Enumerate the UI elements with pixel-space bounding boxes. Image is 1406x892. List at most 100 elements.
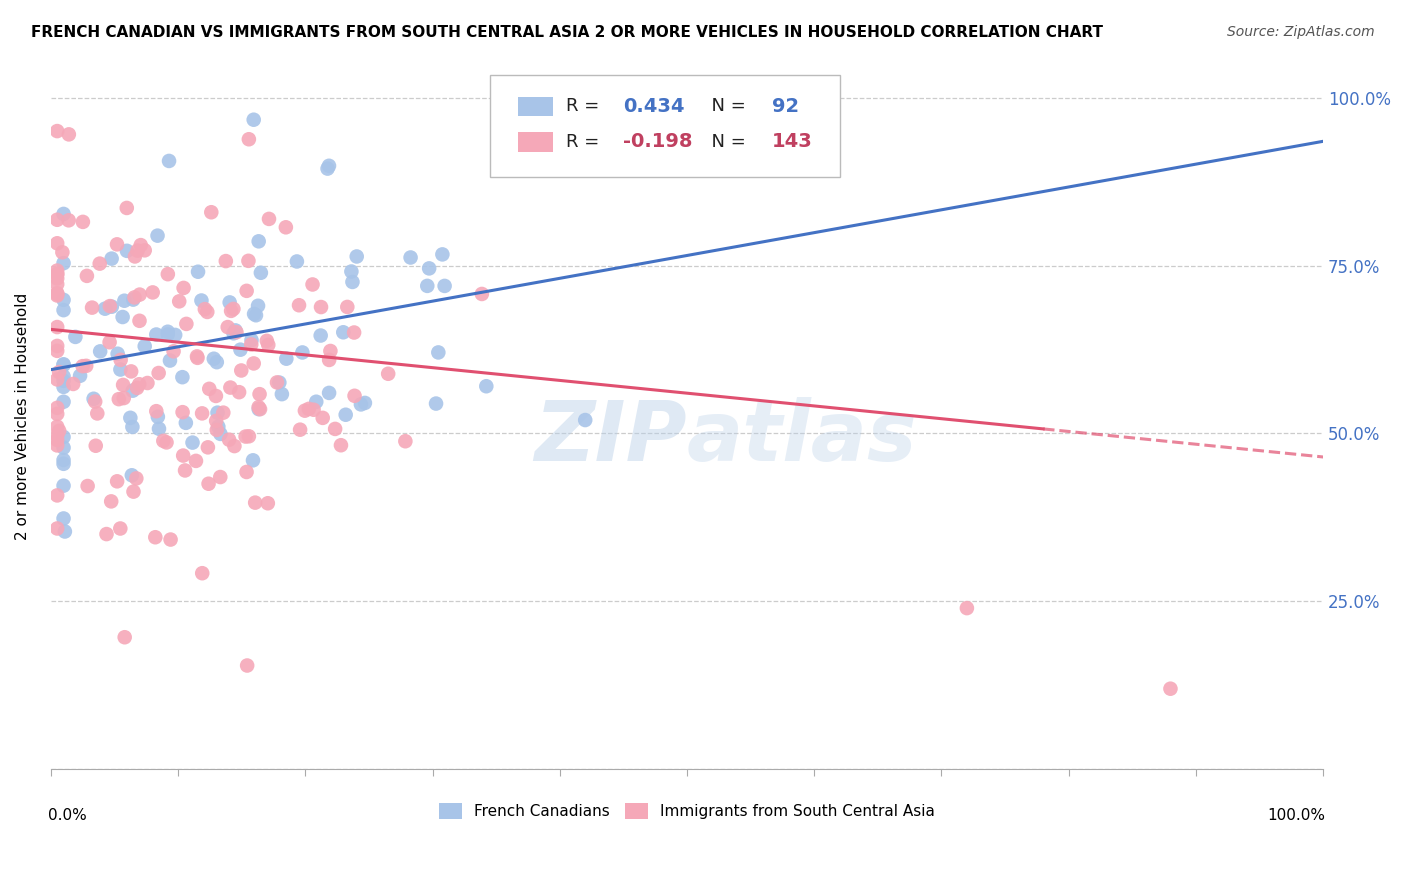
Text: FRENCH CANADIAN VS IMMIGRANTS FROM SOUTH CENTRAL ASIA 2 OR MORE VEHICLES IN HOUS: FRENCH CANADIAN VS IMMIGRANTS FROM SOUTH… xyxy=(31,25,1102,40)
Point xyxy=(222,326,245,341)
Point xyxy=(58,213,80,227)
Point xyxy=(197,476,219,491)
Point xyxy=(202,351,225,366)
Point xyxy=(205,414,228,428)
Point xyxy=(340,264,363,278)
Point xyxy=(111,310,134,324)
Point xyxy=(247,400,270,414)
Point xyxy=(294,403,316,417)
Point xyxy=(46,372,69,386)
Point xyxy=(146,409,169,424)
Point xyxy=(174,416,197,430)
Point xyxy=(125,471,148,485)
Point xyxy=(96,527,118,541)
Point xyxy=(148,366,170,380)
Point xyxy=(377,367,399,381)
Point xyxy=(249,402,271,417)
Point xyxy=(184,454,207,468)
Point xyxy=(72,359,94,373)
Point xyxy=(186,351,208,365)
Point xyxy=(76,268,98,283)
Point xyxy=(122,484,145,499)
Point xyxy=(52,293,75,307)
Point xyxy=(80,301,103,315)
Point xyxy=(235,465,257,479)
Point xyxy=(121,420,143,434)
Point xyxy=(48,365,70,379)
Point xyxy=(243,495,266,509)
Point xyxy=(46,407,69,421)
Point xyxy=(235,284,257,298)
Point xyxy=(399,251,422,265)
Point xyxy=(143,530,166,544)
Point xyxy=(336,300,359,314)
Point xyxy=(156,267,179,281)
Point xyxy=(343,389,366,403)
Point xyxy=(186,350,208,364)
Point xyxy=(172,449,194,463)
Point xyxy=(52,358,75,372)
Point xyxy=(231,363,253,377)
Point xyxy=(222,301,245,316)
Point xyxy=(190,293,212,308)
Point xyxy=(110,521,132,535)
Point xyxy=(46,320,69,334)
Point xyxy=(112,391,135,405)
Point xyxy=(302,402,325,417)
Point xyxy=(98,335,121,350)
Point xyxy=(219,304,242,318)
Point xyxy=(46,401,69,415)
Point xyxy=(89,344,111,359)
Point xyxy=(212,406,235,420)
Point xyxy=(52,256,75,270)
Point xyxy=(270,387,292,401)
Point xyxy=(115,244,138,258)
Point xyxy=(145,327,167,342)
Point xyxy=(319,343,342,358)
Point xyxy=(242,112,264,127)
Point xyxy=(475,379,498,393)
Point xyxy=(433,279,456,293)
Point xyxy=(172,405,194,419)
Point xyxy=(46,433,69,447)
Point xyxy=(394,434,416,449)
Point xyxy=(46,438,69,452)
Point xyxy=(323,422,346,436)
Point xyxy=(52,453,75,467)
Point xyxy=(128,377,150,392)
Point xyxy=(207,406,229,420)
Point xyxy=(52,478,75,492)
Point xyxy=(266,376,288,390)
Point xyxy=(471,287,494,301)
Point xyxy=(62,376,84,391)
Point xyxy=(312,410,335,425)
Point xyxy=(89,257,111,271)
Point xyxy=(205,355,228,369)
Point xyxy=(354,396,377,410)
Point xyxy=(229,343,252,357)
Point xyxy=(191,566,214,581)
Point xyxy=(249,387,271,401)
Text: N =: N = xyxy=(700,133,751,151)
Point xyxy=(134,339,156,353)
Point xyxy=(108,392,131,406)
Point xyxy=(218,433,240,447)
Point xyxy=(115,201,138,215)
Point xyxy=(72,215,94,229)
Point xyxy=(46,287,69,301)
Point xyxy=(200,205,222,219)
Point xyxy=(191,406,214,420)
Point xyxy=(136,376,159,390)
Point xyxy=(53,524,76,539)
Point xyxy=(75,359,97,373)
Point xyxy=(209,426,232,441)
Text: 92: 92 xyxy=(772,97,800,116)
Point xyxy=(207,419,229,434)
Point xyxy=(52,357,75,371)
Point xyxy=(52,511,75,525)
Point xyxy=(219,380,242,394)
Point xyxy=(342,275,364,289)
Point xyxy=(274,220,297,235)
Text: 100.0%: 100.0% xyxy=(1268,808,1326,823)
Point xyxy=(228,385,250,400)
